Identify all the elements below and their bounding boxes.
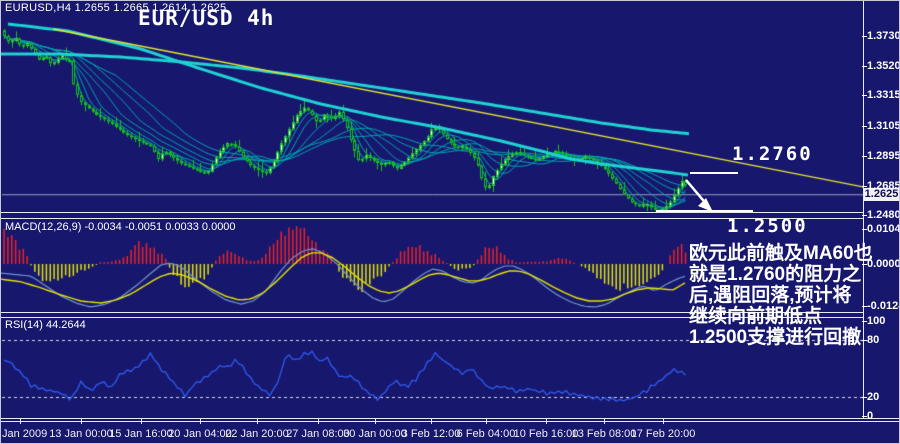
chart-title: EUR/USD 4h — [138, 6, 275, 30]
time-axis-tick — [257, 419, 258, 424]
panel-divider[interactable] — [1, 317, 863, 318]
time-axis-tick — [141, 419, 142, 424]
symbol-quote-header: EURUSD,H4 1.2655 1.2665 1.2614 1.2625 — [5, 2, 227, 14]
analysis-note-line: 后,遇阻回落,预计将 — [689, 285, 852, 306]
chart-canvas[interactable] — [1, 1, 863, 443]
price-axis-label: 1.2480 — [867, 209, 900, 221]
time-axis-label: 22 Jan 20:00 — [225, 428, 289, 440]
time-axis-label: 13 Jan 00:00 — [49, 428, 113, 440]
time-axis-label: 13 Feb 08:00 — [571, 428, 637, 440]
time-axis-tick — [81, 419, 82, 424]
macd-axis-label: 0.0000 — [867, 258, 900, 270]
price-axis-label: 1.3105 — [867, 119, 900, 132]
macd-indicator-label: MACD(12,26,9) -0.0034 -0.0051 0.0033 0.0… — [5, 221, 236, 233]
time-axis-label: 6 Feb 04:00 — [456, 428, 516, 440]
price-axis-label: 1.3315 — [867, 89, 900, 102]
rsi-axis-label: 20 — [867, 391, 880, 403]
panel-divider[interactable] — [1, 218, 863, 219]
price-axis-label: 1.2895 — [867, 149, 900, 162]
time-axis-tick — [431, 419, 432, 424]
price-axis-tick — [862, 36, 867, 37]
time-axis-label: 15 Jan 16:00 — [109, 428, 173, 440]
price-axis-tick — [862, 185, 867, 187]
price-axis-separator — [863, 1, 864, 419]
analysis-note-line: 欧元此前触及MA60也 — [689, 243, 873, 264]
time-axis-label: 30 Jan 00:00 — [343, 428, 407, 440]
macd-axis-tick — [862, 305, 867, 307]
resistance-price-annotation[interactable]: 1.2760 — [732, 143, 813, 165]
price-axis-label: 1.2685 — [867, 179, 900, 192]
rsi-axis-tick — [862, 416, 867, 417]
price-axis-label: 1.3730 — [867, 30, 900, 42]
analysis-note[interactable]: 欧元此前触及MA60也 就是1.2760的阻力之 后,遇阻回落,预计将 继续向前… — [689, 243, 873, 348]
time-axis-label: 20 Jan 04:00 — [168, 428, 232, 440]
price-axis-tick — [862, 125, 867, 127]
panel-divider[interactable] — [1, 212, 863, 213]
support-price-annotation[interactable]: 1.2500 — [727, 215, 808, 237]
price-axis-tick — [862, 215, 867, 216]
time-axis-label: 10 Feb 16:00 — [513, 428, 579, 440]
analysis-note-line: 1.2500支撑进行回撤 — [689, 327, 862, 348]
support-line-annotation[interactable] — [656, 210, 753, 212]
rsi-axis-label: 100 — [867, 315, 886, 327]
time-axis-label: 8 Jan 2009 — [1, 428, 48, 440]
rsi-axis-tick — [862, 397, 867, 398]
price-axis-tick — [862, 155, 867, 157]
time-axis-tick — [318, 419, 319, 424]
price-axis-tick — [862, 95, 867, 97]
time-axis-separator — [1, 421, 899, 422]
rsi-axis-tick — [862, 321, 867, 322]
macd-axis-label: 0.0104 — [867, 222, 900, 235]
macd-axis-tick — [862, 264, 867, 265]
rsi-axis-tick — [862, 340, 867, 341]
macd-axis-label: -0.0124 — [867, 299, 899, 312]
rsi-indicator-label: RSI(14) 44.2644 — [5, 319, 86, 331]
time-axis-tick — [663, 419, 664, 424]
rsi-axis-label: 0 — [867, 410, 874, 422]
down-arrow-annotation[interactable] — [682, 177, 722, 219]
time-axis-tick — [604, 419, 605, 424]
time-axis-separator — [1, 418, 899, 419]
arrow-head — [698, 198, 713, 212]
macd-axis-tick — [862, 228, 867, 230]
price-axis-tick — [862, 66, 867, 68]
resistance-line-annotation[interactable] — [690, 172, 738, 174]
time-axis-tick — [546, 419, 547, 424]
time-axis-tick — [200, 419, 201, 424]
price-axis-label: 1.3520 — [867, 60, 900, 73]
rsi-axis-label: 80 — [867, 334, 880, 346]
time-axis-label: 27 Jan 08:00 — [286, 428, 350, 440]
analysis-note-line: 继续向前期低点 — [689, 306, 823, 327]
time-axis-tick — [486, 419, 487, 424]
time-axis-label: 3 Feb 12:00 — [401, 428, 461, 440]
panel-divider[interactable] — [1, 312, 863, 313]
analysis-note-line: 就是1.2760的阻力之 — [689, 264, 862, 285]
current-price-tag: 1.2625 — [864, 188, 899, 201]
time-axis-label: 17 Feb 20:00 — [630, 428, 696, 440]
time-axis-tick — [20, 419, 21, 424]
time-axis-tick — [375, 419, 376, 424]
